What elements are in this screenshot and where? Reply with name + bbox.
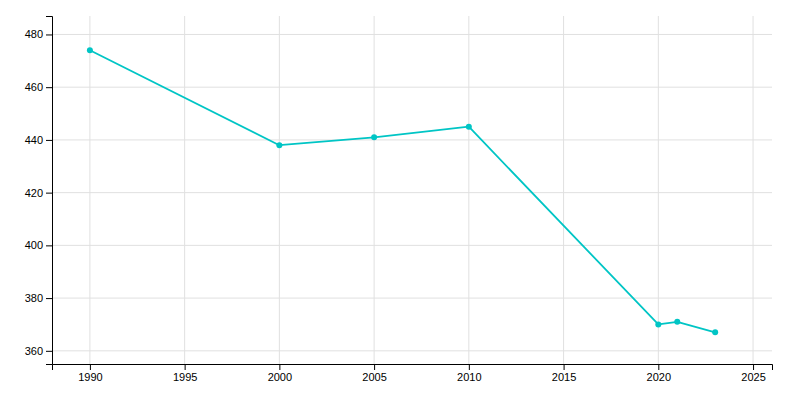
point (466, 124, 472, 130)
tick: 2025 (741, 364, 765, 383)
grid-line (52, 245, 772, 246)
grid-line (374, 16, 375, 364)
tick-mark (90, 364, 91, 370)
tick: 440 (25, 134, 52, 146)
grid (52, 16, 772, 364)
tick: 420 (25, 187, 52, 199)
tick: 2010 (457, 364, 481, 383)
tick: 380 (25, 292, 52, 304)
point (674, 319, 680, 325)
grid-line (563, 16, 564, 364)
tick: 1995 (173, 364, 197, 383)
point (655, 321, 661, 327)
grid-line (52, 139, 772, 140)
grid-line (279, 16, 280, 364)
marks (87, 47, 718, 335)
tick-label: 2020 (647, 371, 671, 383)
tick-label: 1990 (78, 371, 102, 383)
tick-mark (46, 87, 52, 88)
tick: 480 (25, 28, 52, 40)
tick: 360 (25, 345, 52, 357)
tick-label: 480 (25, 28, 43, 40)
grid-line (52, 298, 772, 299)
tick-label: 2015 (552, 371, 576, 383)
tick: 2015 (552, 364, 576, 383)
y-axis: 360 380 400 420 440 460 480 (25, 17, 53, 365)
tick-label: 2005 (362, 371, 386, 383)
grid-line (184, 16, 185, 364)
tick: 2000 (268, 364, 292, 383)
grid-line (52, 87, 772, 88)
point (712, 329, 718, 335)
tick-mark (46, 298, 52, 299)
tick: 400 (25, 239, 52, 251)
grid-line (89, 16, 90, 364)
tick-mark (658, 364, 659, 370)
tick-mark (469, 364, 470, 370)
tick-label: 360 (25, 345, 43, 357)
tick: 460 (25, 81, 52, 93)
grid-line (468, 16, 469, 364)
grid-line (52, 34, 772, 35)
grid-line (658, 16, 659, 364)
grid-line (52, 350, 772, 351)
tick-label: 2025 (741, 371, 765, 383)
x-axis: 1990 1995 2000 2005 2010 2015 2020 2025 (53, 364, 773, 383)
plot-area: 1990 1995 2000 2005 2010 2015 2020 2025 360 380 40… (25, 16, 773, 383)
axis-line (53, 365, 773, 371)
tick-label: 440 (25, 134, 43, 146)
grid-line (753, 16, 754, 364)
axis-line (46, 17, 53, 365)
tick: 2005 (362, 364, 386, 383)
tick-mark (46, 193, 52, 194)
chart-container: 1990 1995 2000 2005 2010 2015 2020 2025 360 380 40… (0, 0, 800, 400)
tick-label: 400 (25, 239, 43, 251)
tick-label: 2000 (268, 371, 292, 383)
tick-label: 1995 (173, 371, 197, 383)
point (87, 47, 93, 53)
tick-mark (185, 364, 186, 370)
tick: 2020 (647, 364, 671, 383)
tick-mark (279, 364, 280, 370)
tick-mark (46, 245, 52, 246)
tick-mark (564, 364, 565, 370)
tick: 1990 (78, 364, 102, 383)
tick-mark (374, 364, 375, 370)
tick-label: 460 (25, 81, 43, 93)
tick-label: 380 (25, 292, 43, 304)
grid-line (52, 192, 772, 193)
tick-mark (46, 351, 52, 352)
tick-label: 420 (25, 187, 43, 199)
point (371, 134, 377, 140)
tick-mark (46, 140, 52, 141)
tick-label: 2010 (457, 371, 481, 383)
line (90, 50, 715, 332)
tick-mark (753, 364, 754, 370)
point (276, 142, 282, 148)
chart-svg: 1990 1995 2000 2005 2010 2015 2020 2025 360 380 40… (0, 0, 800, 400)
tick-mark (46, 34, 52, 35)
